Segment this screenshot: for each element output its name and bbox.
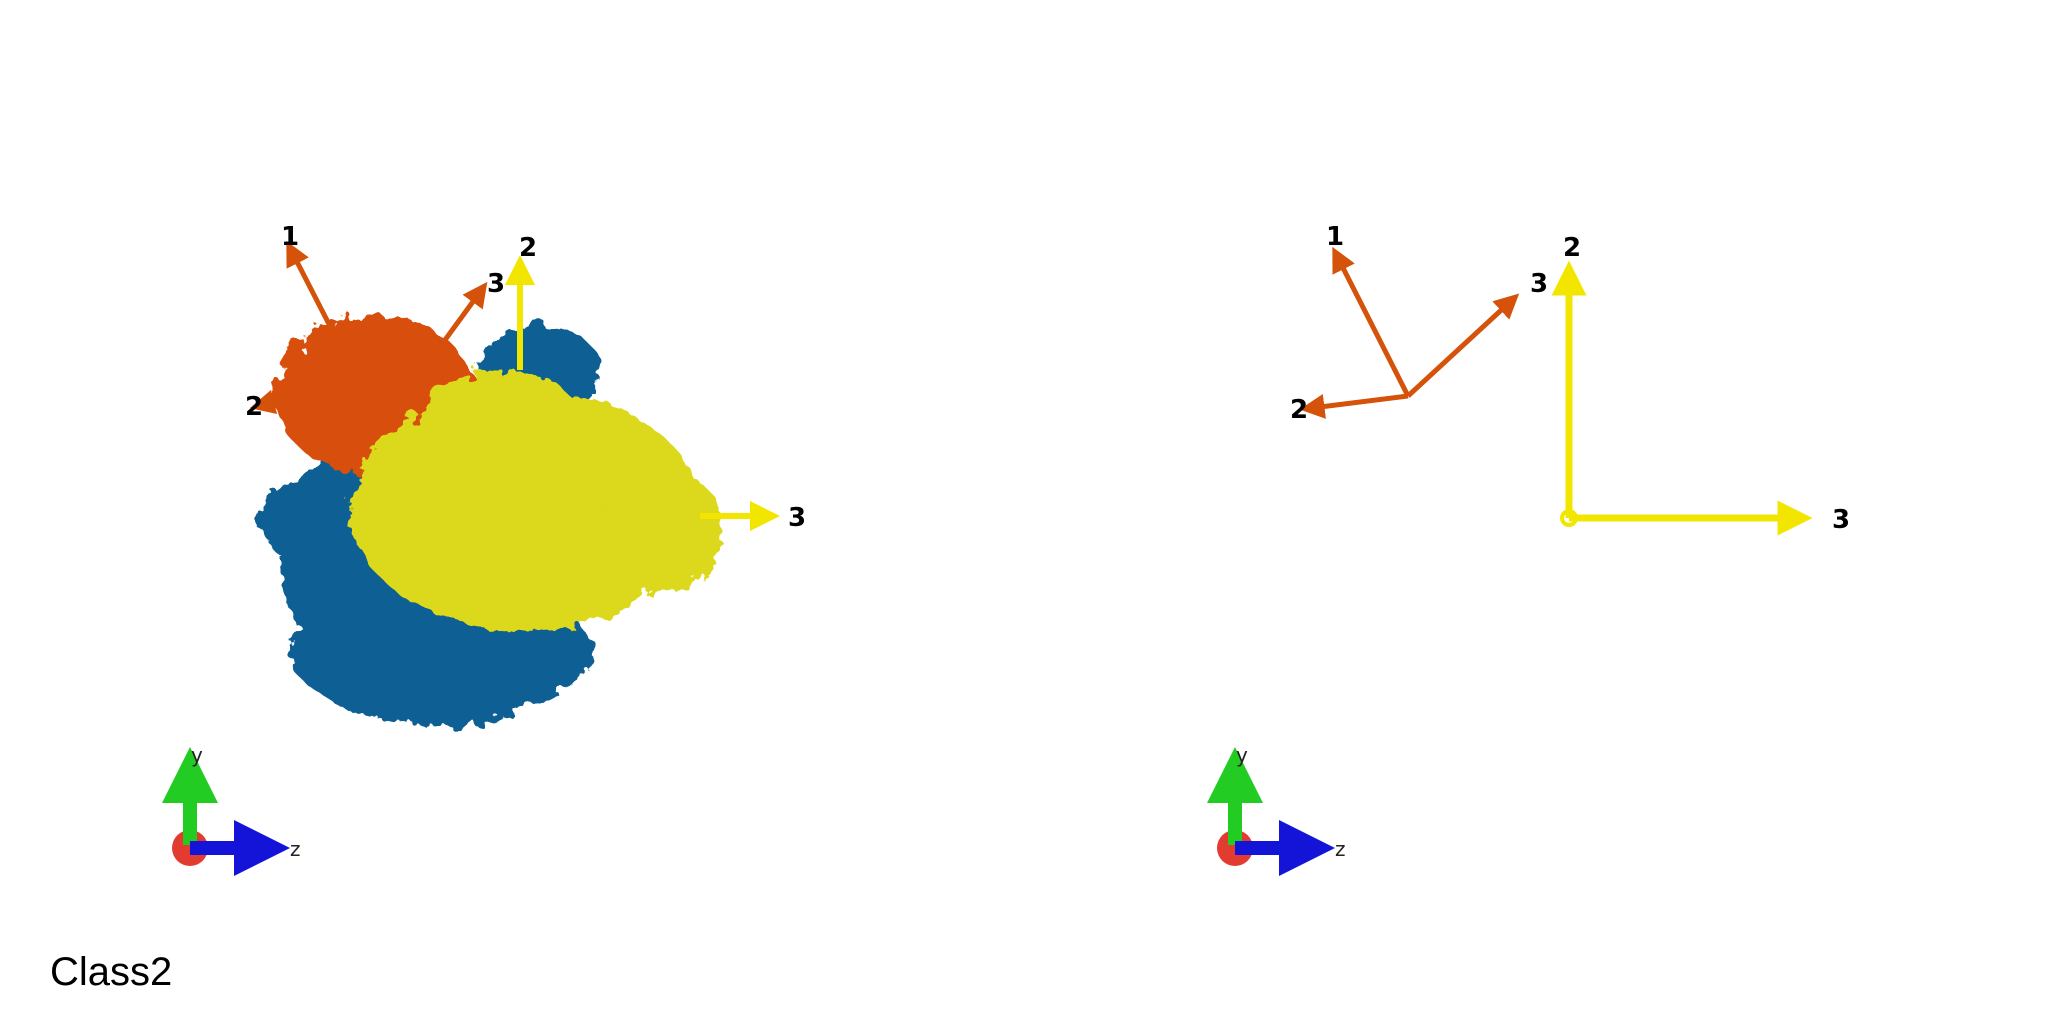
left-orange-label-1: 1: [281, 222, 299, 252]
left-orange-label-2: 2: [245, 392, 263, 422]
left-panel: 1 2 3 2 3 y z: [162, 222, 806, 876]
right-orange-axis-3: [1406, 293, 1520, 398]
right-yellow-label-3: 3: [1832, 505, 1850, 535]
right-yellow-origin: [1560, 509, 1578, 527]
orange-axes: [249, 240, 488, 415]
left-orientation-triad: y z: [162, 743, 301, 876]
left-yellow-label-3: 3: [788, 503, 806, 533]
left-orange-label-3: 3: [487, 269, 505, 299]
orange-axis-2: [249, 389, 283, 415]
right-orange-axis-1: [1332, 246, 1411, 398]
left-triad-y-label: y: [191, 743, 203, 767]
right-yellow-label-2: 2: [1563, 233, 1581, 263]
right-triad-y-label: y: [1236, 743, 1248, 767]
class-label: Class2: [50, 950, 173, 994]
yellow-density-right: [595, 470, 725, 590]
right-orange-axis-2: [1299, 393, 1409, 419]
left-yellow-label-2: 2: [519, 233, 537, 263]
right-orange-label-3: 3: [1530, 269, 1548, 299]
right-orange-axes: [1299, 246, 1520, 419]
yellow-axes: [505, 255, 780, 531]
left-triad-z-label: z: [290, 837, 301, 861]
right-yellow-axes: [1551, 260, 1813, 536]
blue-density-left: [260, 480, 340, 560]
right-orientation-triad: y z: [1207, 743, 1346, 876]
orange-axis-3: [442, 281, 488, 342]
right-orange-label-1: 1: [1326, 222, 1344, 252]
yellow-density-top: [420, 370, 580, 470]
right-triad-z-label: z: [1335, 837, 1346, 861]
right-panel: 1 2 3 2 3 y z: [1207, 222, 1850, 876]
density-map: [260, 315, 725, 725]
orange-axis-1: [286, 240, 335, 332]
right-orange-label-2: 2: [1290, 395, 1308, 425]
